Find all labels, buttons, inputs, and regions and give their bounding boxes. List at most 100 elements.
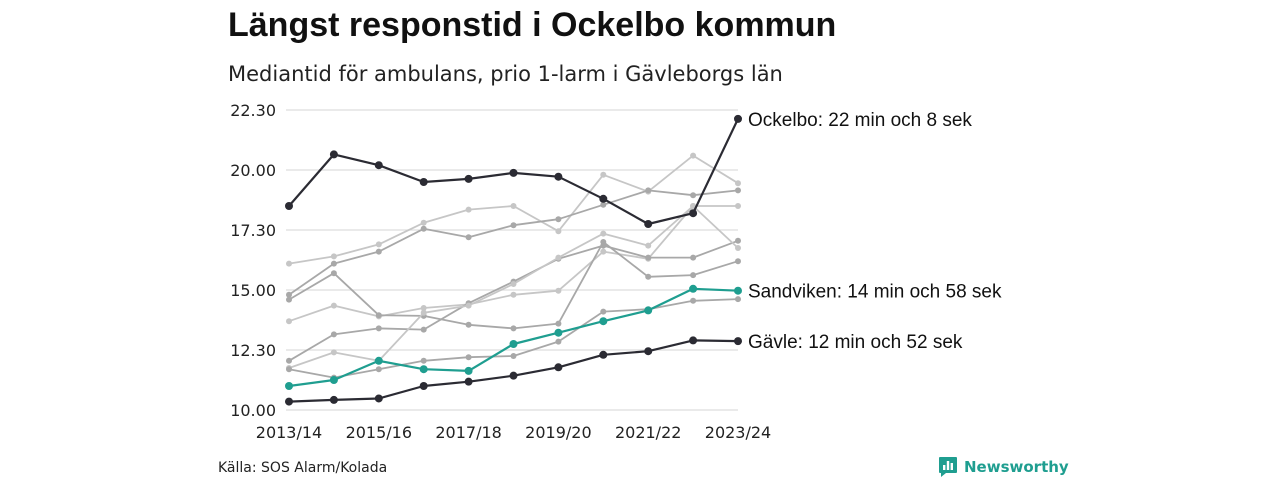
series-other-4 [286, 187, 741, 298]
data-point [329, 150, 338, 159]
data-point [735, 245, 741, 251]
bar-chart-bubble-icon [939, 457, 957, 477]
data-point [555, 338, 562, 345]
data-point [464, 377, 473, 386]
brand-name: Newsworthy [964, 458, 1069, 476]
data-point [375, 366, 382, 373]
data-point [555, 320, 562, 327]
data-point [555, 216, 562, 223]
x-tick-label: 2019/20 [525, 423, 591, 442]
x-tick-label: 2015/16 [346, 423, 412, 442]
brand-logo[interactable]: Newsworthy [938, 456, 1069, 478]
data-point [644, 220, 653, 228]
data-point [464, 366, 473, 375]
data-point [329, 395, 338, 404]
series-other-6 [286, 239, 741, 332]
data-point [735, 258, 741, 265]
data-point [509, 340, 518, 348]
series-other-9 [286, 296, 741, 381]
series-other-5 [286, 203, 741, 325]
data-point [600, 230, 607, 237]
data-point [599, 317, 608, 326]
data-point [690, 297, 697, 304]
data-point [330, 270, 337, 277]
data-point [330, 253, 337, 260]
series-lines [285, 114, 742, 406]
data-point [420, 309, 427, 316]
data-point [689, 284, 698, 293]
y-tick-label: 12.30 [230, 341, 276, 360]
data-point [465, 321, 472, 328]
annotation-ockelbo: Ockelbo: 22 min och 8 sek [748, 110, 972, 131]
data-point [375, 241, 382, 248]
data-point [286, 318, 292, 325]
data-point [374, 394, 383, 403]
data-point [735, 203, 741, 209]
data-point [330, 302, 337, 309]
data-point [555, 254, 562, 261]
data-point [644, 347, 653, 356]
data-point [555, 228, 562, 235]
data-point [510, 222, 517, 229]
data-point [420, 219, 427, 226]
data-point [690, 192, 697, 199]
data-point [465, 206, 472, 213]
x-tick-label: 2017/18 [435, 423, 501, 442]
data-point [735, 296, 741, 303]
y-tick-label: 17.30 [230, 221, 276, 240]
data-point [510, 325, 517, 332]
data-point [510, 353, 517, 359]
series-g-vle [285, 336, 742, 406]
data-point [600, 201, 607, 208]
data-point [420, 357, 427, 364]
data-point [645, 187, 652, 194]
data-point [600, 171, 607, 178]
data-point [286, 260, 292, 267]
data-point [599, 194, 608, 203]
data-point [735, 187, 741, 194]
data-point [600, 308, 607, 315]
data-point [554, 172, 563, 181]
data-point [286, 291, 292, 298]
source-note: Källa: SOS Alarm/Kolada [218, 460, 388, 476]
data-point [645, 254, 652, 261]
data-point [375, 248, 382, 255]
data-point [420, 225, 427, 232]
data-point [420, 326, 427, 333]
data-point [285, 397, 293, 406]
data-point [690, 152, 697, 159]
annotation-sandviken: Sandviken: 14 min och 58 sek [748, 282, 1002, 303]
data-point [375, 325, 382, 332]
y-tick-label: 22.30 [230, 101, 276, 120]
data-point [554, 363, 563, 372]
data-point [510, 291, 517, 298]
data-point [285, 382, 293, 390]
data-point [554, 328, 563, 337]
data-point [465, 354, 472, 361]
data-point [374, 161, 383, 170]
data-point [330, 260, 337, 267]
data-point [465, 302, 472, 309]
series-line [288, 287, 739, 388]
data-point [599, 350, 608, 359]
x-tick-label: 2023/24 [705, 423, 771, 442]
data-point [735, 180, 741, 187]
data-point [600, 242, 607, 249]
data-point [285, 202, 293, 210]
data-point [509, 371, 518, 380]
data-point [690, 254, 697, 261]
y-tick-label: 15.00 [230, 281, 276, 300]
series-ockelbo [285, 114, 742, 228]
data-point [644, 306, 653, 315]
gridlines [286, 109, 738, 411]
data-point [419, 382, 428, 390]
data-point [510, 203, 517, 209]
data-point [510, 281, 517, 287]
x-tick-label: 2021/22 [615, 423, 681, 442]
data-point [645, 242, 652, 249]
x-axis: 2013/14 2015/16 2017/18 2019/20 2021/22 2023/… [256, 423, 771, 442]
series-other-3 [286, 152, 741, 267]
data-point [600, 248, 607, 255]
y-tick-label: 20.00 [230, 161, 276, 180]
data-point [419, 365, 428, 374]
